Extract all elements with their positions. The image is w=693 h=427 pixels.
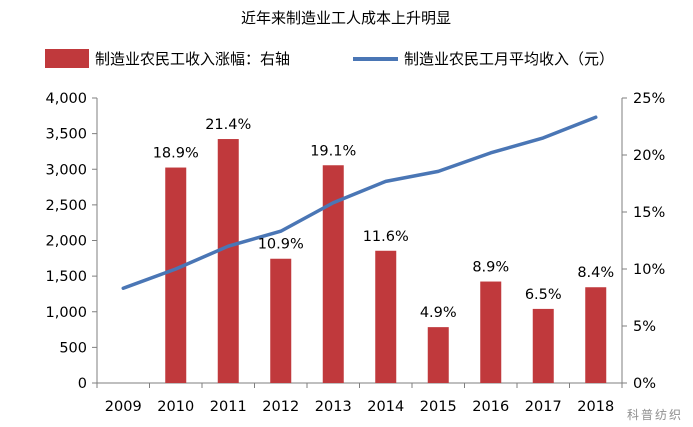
bar [322, 165, 344, 383]
bar-data-label: 8.9% [472, 260, 509, 276]
bar-data-label: 8.4% [577, 265, 614, 281]
legend-label-bar: 制造业农民工收入涨幅：右轴 [95, 50, 290, 68]
bar-series [165, 139, 607, 383]
x-tick-label: 2017 [525, 399, 562, 415]
chart-title: 近年来制造业工人成本上升明显 [241, 9, 451, 27]
bar-data-label: 10.9% [258, 237, 304, 253]
income-line [121, 115, 598, 290]
y-right-tick-label: 15% [633, 205, 665, 221]
x-tick-label: 2013 [315, 399, 352, 415]
y-left-tick-label: 2,500 [45, 198, 87, 214]
bar [532, 308, 554, 383]
bar [427, 327, 449, 383]
bar [217, 139, 239, 383]
y-right-tick-label: 25% [633, 91, 665, 107]
y-left-tick-label: 2,000 [45, 234, 87, 250]
y-right-tick-label: 0% [633, 376, 656, 392]
bar-data-label: 21.4% [205, 117, 251, 133]
y-left-tick-label: 3,500 [45, 127, 87, 143]
bar-data-label: 11.6% [363, 229, 409, 245]
bar-data-label: 4.9% [420, 305, 457, 321]
bar-data-label: 19.1% [310, 143, 356, 159]
legend-label-line: 制造业农民工月平均收入（元） [404, 50, 614, 68]
watermark: 科普纺织 [626, 408, 683, 422]
x-tick-label: 2018 [577, 399, 614, 415]
x-tick-label: 2012 [262, 399, 299, 415]
y-right-tick-label: 20% [633, 148, 665, 164]
bar [375, 250, 397, 383]
bar [165, 167, 187, 383]
bar [480, 281, 502, 383]
bar-data-label: 6.5% [525, 287, 562, 303]
y-left-tick-label: 3,000 [45, 162, 87, 178]
x-tick-label: 2011 [210, 399, 247, 415]
bar [585, 287, 607, 383]
y-right-tick-label: 5% [633, 319, 656, 335]
axes: 0 500 1,000 1,500 2,000 2,500 3,000 3,500 4,000 0… [45, 91, 665, 415]
x-tick-label: 2010 [157, 399, 194, 415]
y-left-tick-label: 1,500 [45, 269, 87, 285]
y-left-tick-label: 1,000 [45, 305, 87, 321]
x-tick-label: 2016 [472, 399, 509, 415]
y-right-tick-label: 10% [633, 262, 665, 278]
y-left-tick-label: 4,000 [45, 91, 87, 107]
bar-data-label: 18.9% [153, 146, 199, 162]
data-labels: 18.9% 21.4% 10.9% 19.1% 11.6% 4.9% 8.9% 6.5% 8.4… [153, 117, 614, 321]
bar [270, 258, 292, 383]
x-tick-label: 2015 [420, 399, 457, 415]
y-left-tick-label: 0 [78, 376, 87, 392]
y-left-tick-label: 500 [59, 340, 87, 356]
legend-swatch-bar [45, 49, 89, 68]
x-tick-label: 2014 [367, 399, 404, 415]
line-series [121, 115, 598, 290]
x-tick-label: 2009 [105, 399, 142, 415]
legend: 制造业农民工收入涨幅：右轴 制造业农民工月平均收入（元） [45, 49, 614, 68]
